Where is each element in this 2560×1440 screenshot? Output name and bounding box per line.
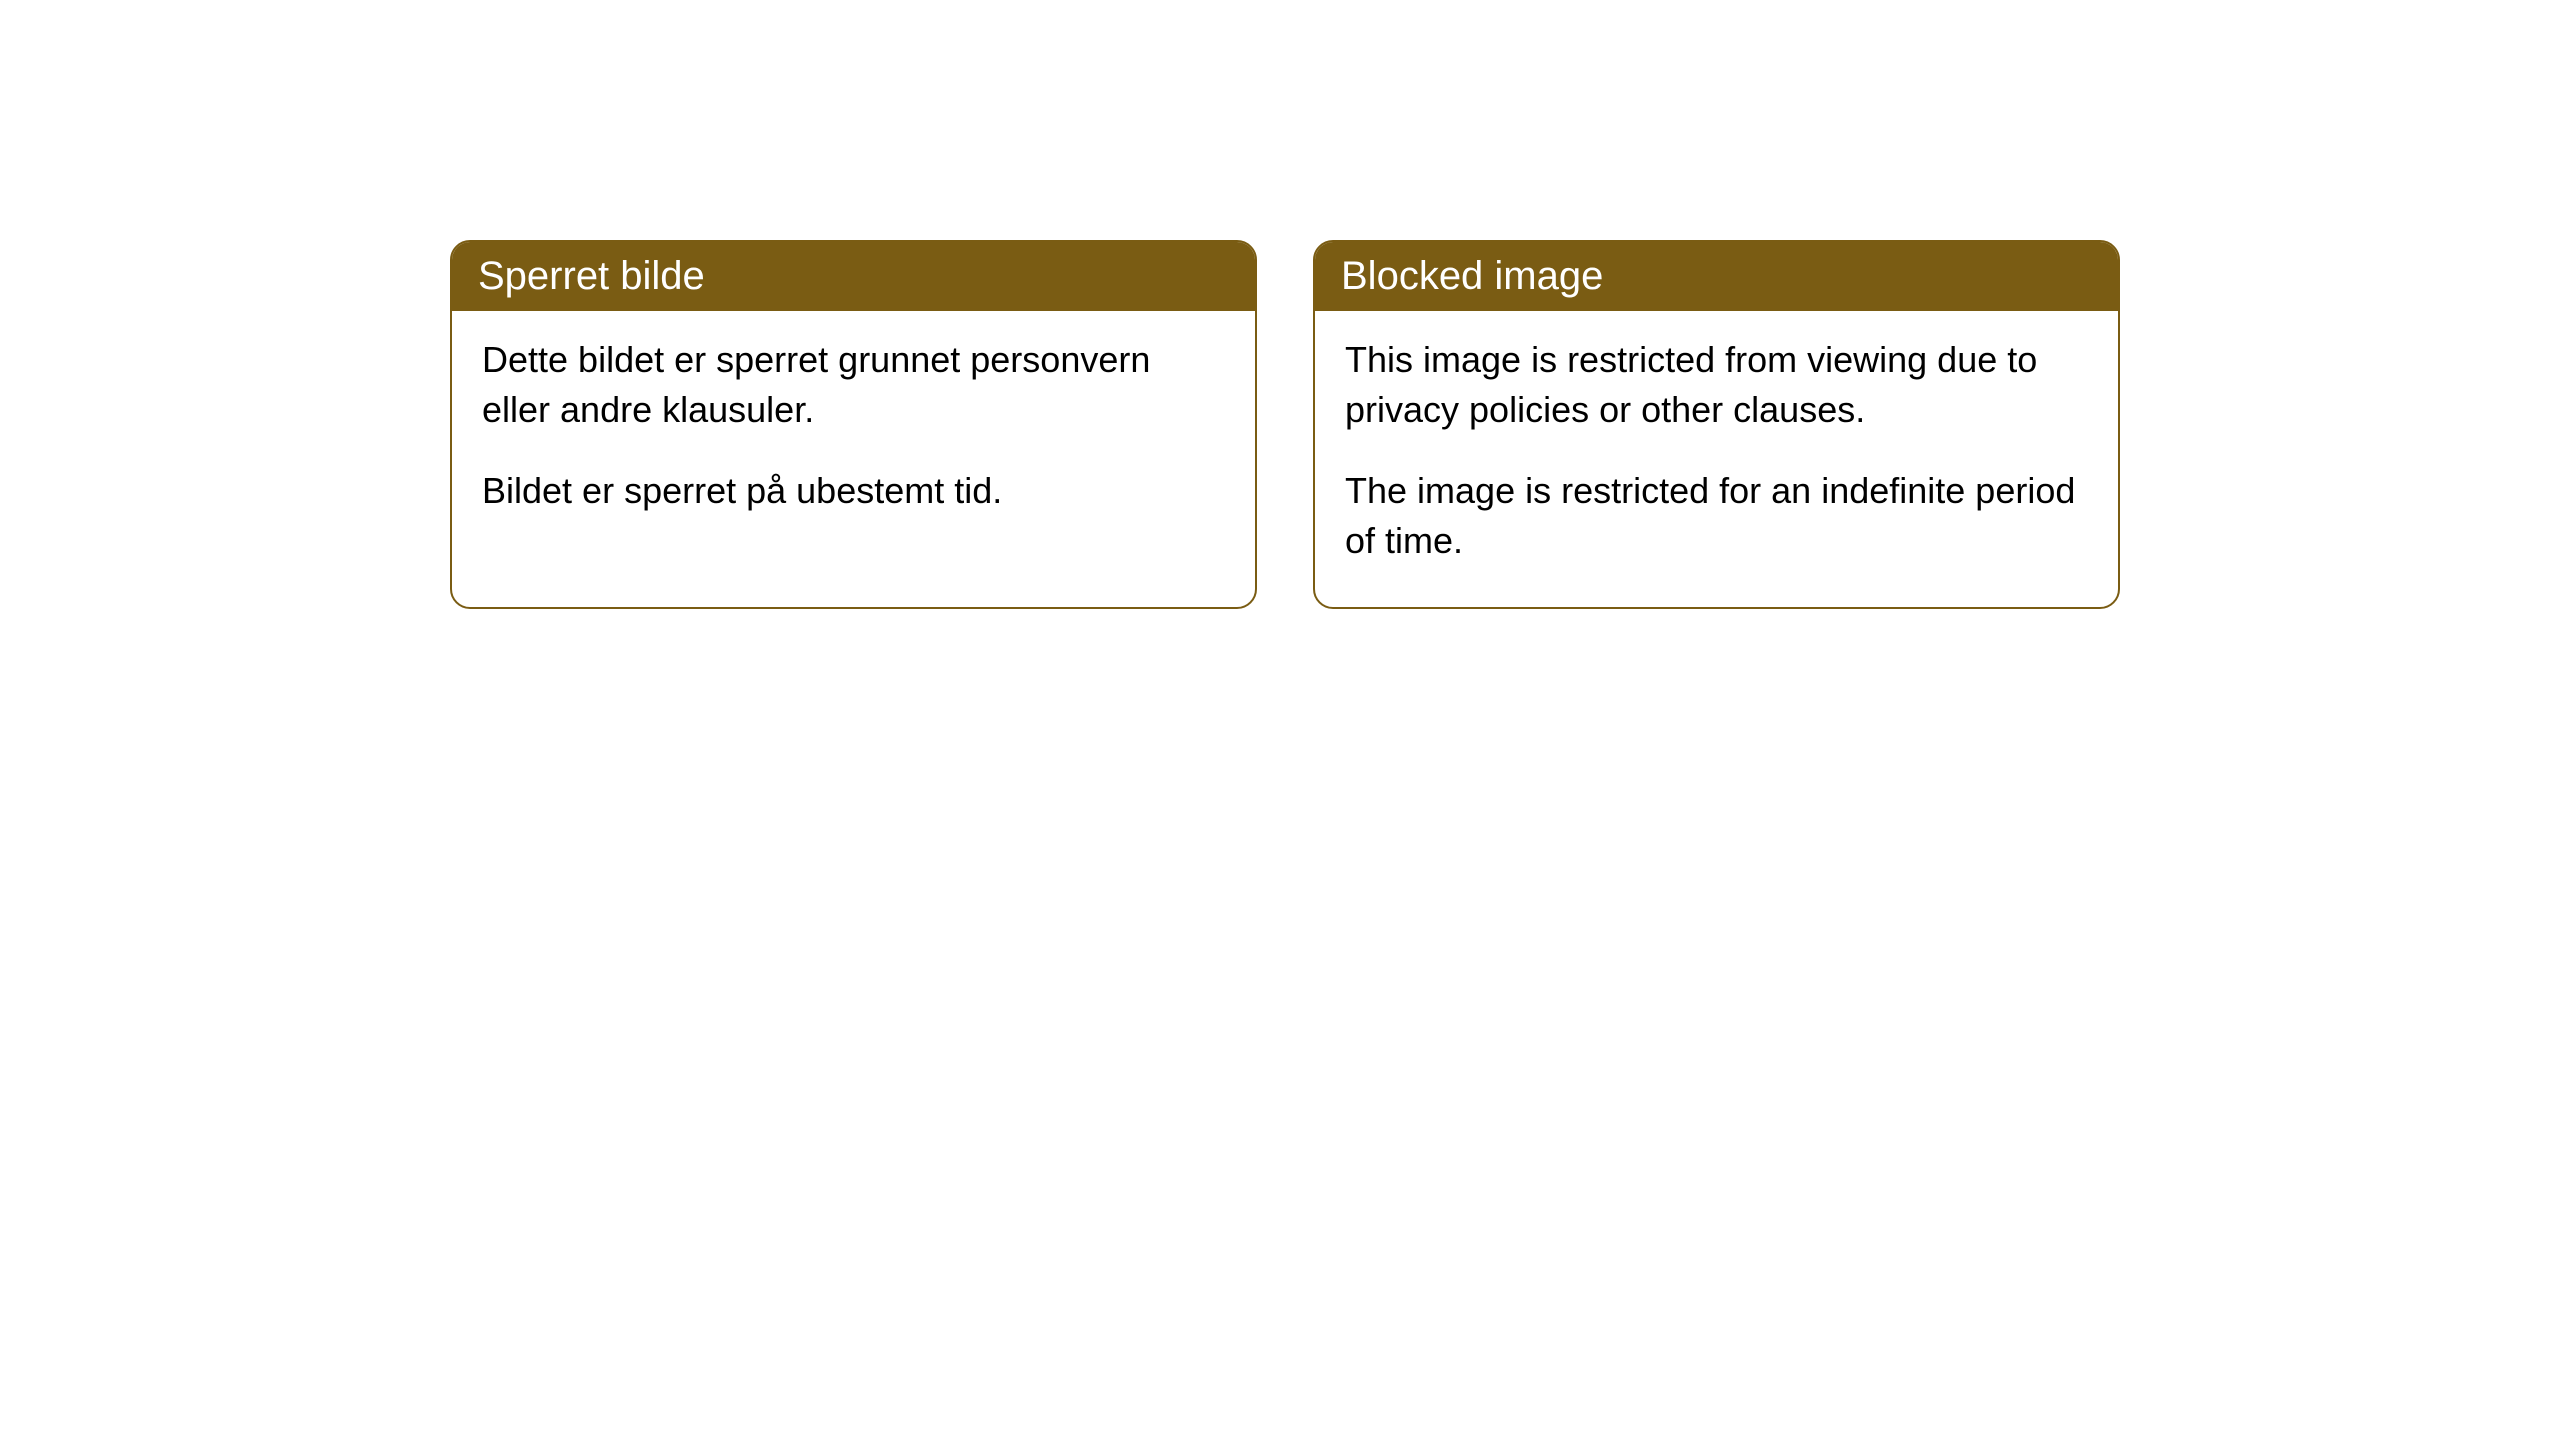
notice-cards-container: Sperret bilde Dette bildet er sperret gr… (450, 240, 2560, 609)
card-title: Sperret bilde (478, 254, 705, 298)
card-paragraph: Dette bildet er sperret grunnet personve… (482, 335, 1225, 436)
card-header-norwegian: Sperret bilde (452, 242, 1255, 311)
card-paragraph: The image is restricted for an indefinit… (1345, 466, 2088, 567)
card-paragraph: This image is restricted from viewing du… (1345, 335, 2088, 436)
card-paragraph: Bildet er sperret på ubestemt tid. (482, 466, 1225, 516)
card-body-norwegian: Dette bildet er sperret grunnet personve… (452, 311, 1255, 556)
card-title: Blocked image (1341, 254, 1603, 298)
card-body-english: This image is restricted from viewing du… (1315, 311, 2118, 607)
notice-card-norwegian: Sperret bilde Dette bildet er sperret gr… (450, 240, 1257, 609)
card-header-english: Blocked image (1315, 242, 2118, 311)
notice-card-english: Blocked image This image is restricted f… (1313, 240, 2120, 609)
